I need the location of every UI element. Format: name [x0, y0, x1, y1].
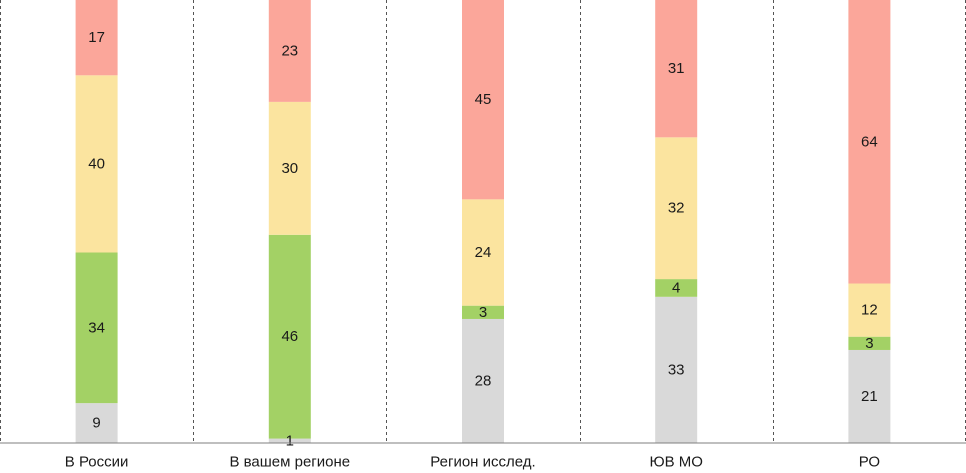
data-label: 21 — [861, 388, 878, 405]
bar-segment — [655, 0, 698, 138]
segment-labels: 9 34 40 17 1 46 30 23 28 3 24 45 33 4 32 31 21 3 12 64 — [88, 29, 877, 449]
category-label: ЮВ МО — [649, 454, 703, 471]
bar-segment — [655, 137, 698, 280]
data-label: 46 — [281, 328, 298, 345]
bar-segment — [268, 0, 311, 102]
data-label: 64 — [861, 133, 878, 150]
bar-segment — [268, 234, 311, 439]
bar-segment — [848, 349, 891, 443]
category-label: Регион исслед. — [430, 454, 535, 471]
category-label: В России — [65, 454, 129, 471]
bar-segment — [462, 0, 504, 200]
data-label: 45 — [475, 91, 492, 108]
data-label: 17 — [88, 29, 105, 46]
bar-segment — [462, 318, 504, 443]
bar-segment — [268, 101, 311, 235]
data-label: 4 — [672, 279, 680, 296]
data-label: 31 — [668, 60, 685, 77]
category-label: В вашем регионе — [229, 454, 350, 471]
bar-segment — [268, 438, 311, 443]
data-label: 9 — [92, 415, 100, 432]
data-label: 24 — [475, 244, 492, 261]
bar-segment — [655, 296, 698, 443]
bar-segment — [848, 283, 891, 337]
category-labels: В России В вашем регионе Регион исслед. ЮВ … — [65, 454, 880, 471]
data-label: 23 — [281, 42, 298, 59]
data-label: 30 — [281, 160, 298, 177]
bar-segment — [75, 252, 118, 404]
data-label: 34 — [88, 319, 105, 336]
bar-segment — [462, 199, 504, 306]
bar-segment — [655, 279, 698, 297]
data-label: 3 — [865, 335, 873, 352]
bar-stacks — [75, 0, 891, 443]
data-label: 12 — [861, 302, 878, 319]
data-label: 33 — [668, 361, 685, 378]
bar-segment — [75, 0, 118, 76]
bar-segment — [848, 336, 891, 350]
data-label: 40 — [88, 155, 105, 172]
bar-segment — [75, 403, 118, 443]
data-label: 3 — [479, 304, 487, 321]
data-label: 28 — [475, 372, 492, 389]
data-label: 32 — [668, 200, 685, 217]
bar-segment — [75, 75, 118, 253]
bar-segment — [848, 0, 891, 284]
bar-segment — [462, 305, 504, 319]
data-label: 1 — [286, 432, 294, 449]
category-label: РО — [859, 454, 880, 471]
